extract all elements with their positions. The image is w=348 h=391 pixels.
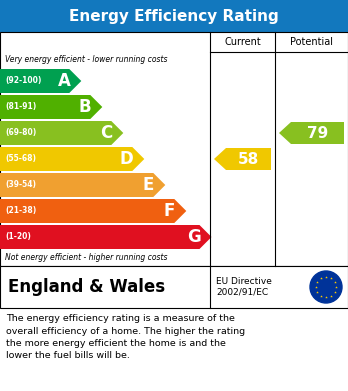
Polygon shape: [214, 148, 271, 170]
Text: Current: Current: [224, 37, 261, 47]
Text: Not energy efficient - higher running costs: Not energy efficient - higher running co…: [5, 253, 167, 262]
Polygon shape: [0, 173, 165, 197]
Polygon shape: [0, 95, 102, 119]
Text: E: E: [143, 176, 154, 194]
Text: (81-91): (81-91): [5, 102, 36, 111]
Text: B: B: [79, 98, 91, 116]
Text: (39-54): (39-54): [5, 181, 36, 190]
Polygon shape: [0, 147, 144, 171]
Text: (92-100): (92-100): [5, 77, 41, 86]
Bar: [0, 0, 348, 32]
Text: EU Directive
2002/91/EC: EU Directive 2002/91/EC: [216, 277, 272, 297]
Text: (1-20): (1-20): [5, 233, 31, 242]
Text: D: D: [120, 150, 133, 168]
Text: Very energy efficient - lower running costs: Very energy efficient - lower running co…: [5, 56, 167, 65]
Polygon shape: [0, 225, 212, 249]
Text: C: C: [100, 124, 112, 142]
Text: 79: 79: [307, 126, 328, 140]
Polygon shape: [0, 69, 81, 93]
Text: G: G: [187, 228, 200, 246]
Polygon shape: [279, 122, 344, 144]
Circle shape: [310, 271, 342, 303]
Text: (21-38): (21-38): [5, 206, 36, 215]
Text: Potential: Potential: [290, 37, 333, 47]
Text: 58: 58: [238, 151, 259, 167]
Text: Energy Efficiency Rating: Energy Efficiency Rating: [69, 9, 279, 23]
Bar: [0, 32, 348, 266]
Polygon shape: [0, 121, 123, 145]
Text: England & Wales: England & Wales: [8, 278, 165, 296]
Text: (55-68): (55-68): [5, 154, 36, 163]
Text: (69-80): (69-80): [5, 129, 36, 138]
Text: A: A: [57, 72, 70, 90]
Text: F: F: [164, 202, 175, 220]
Text: The energy efficiency rating is a measure of the
overall efficiency of a home. T: The energy efficiency rating is a measur…: [6, 314, 245, 361]
Polygon shape: [0, 199, 186, 223]
Bar: [0, 266, 348, 308]
